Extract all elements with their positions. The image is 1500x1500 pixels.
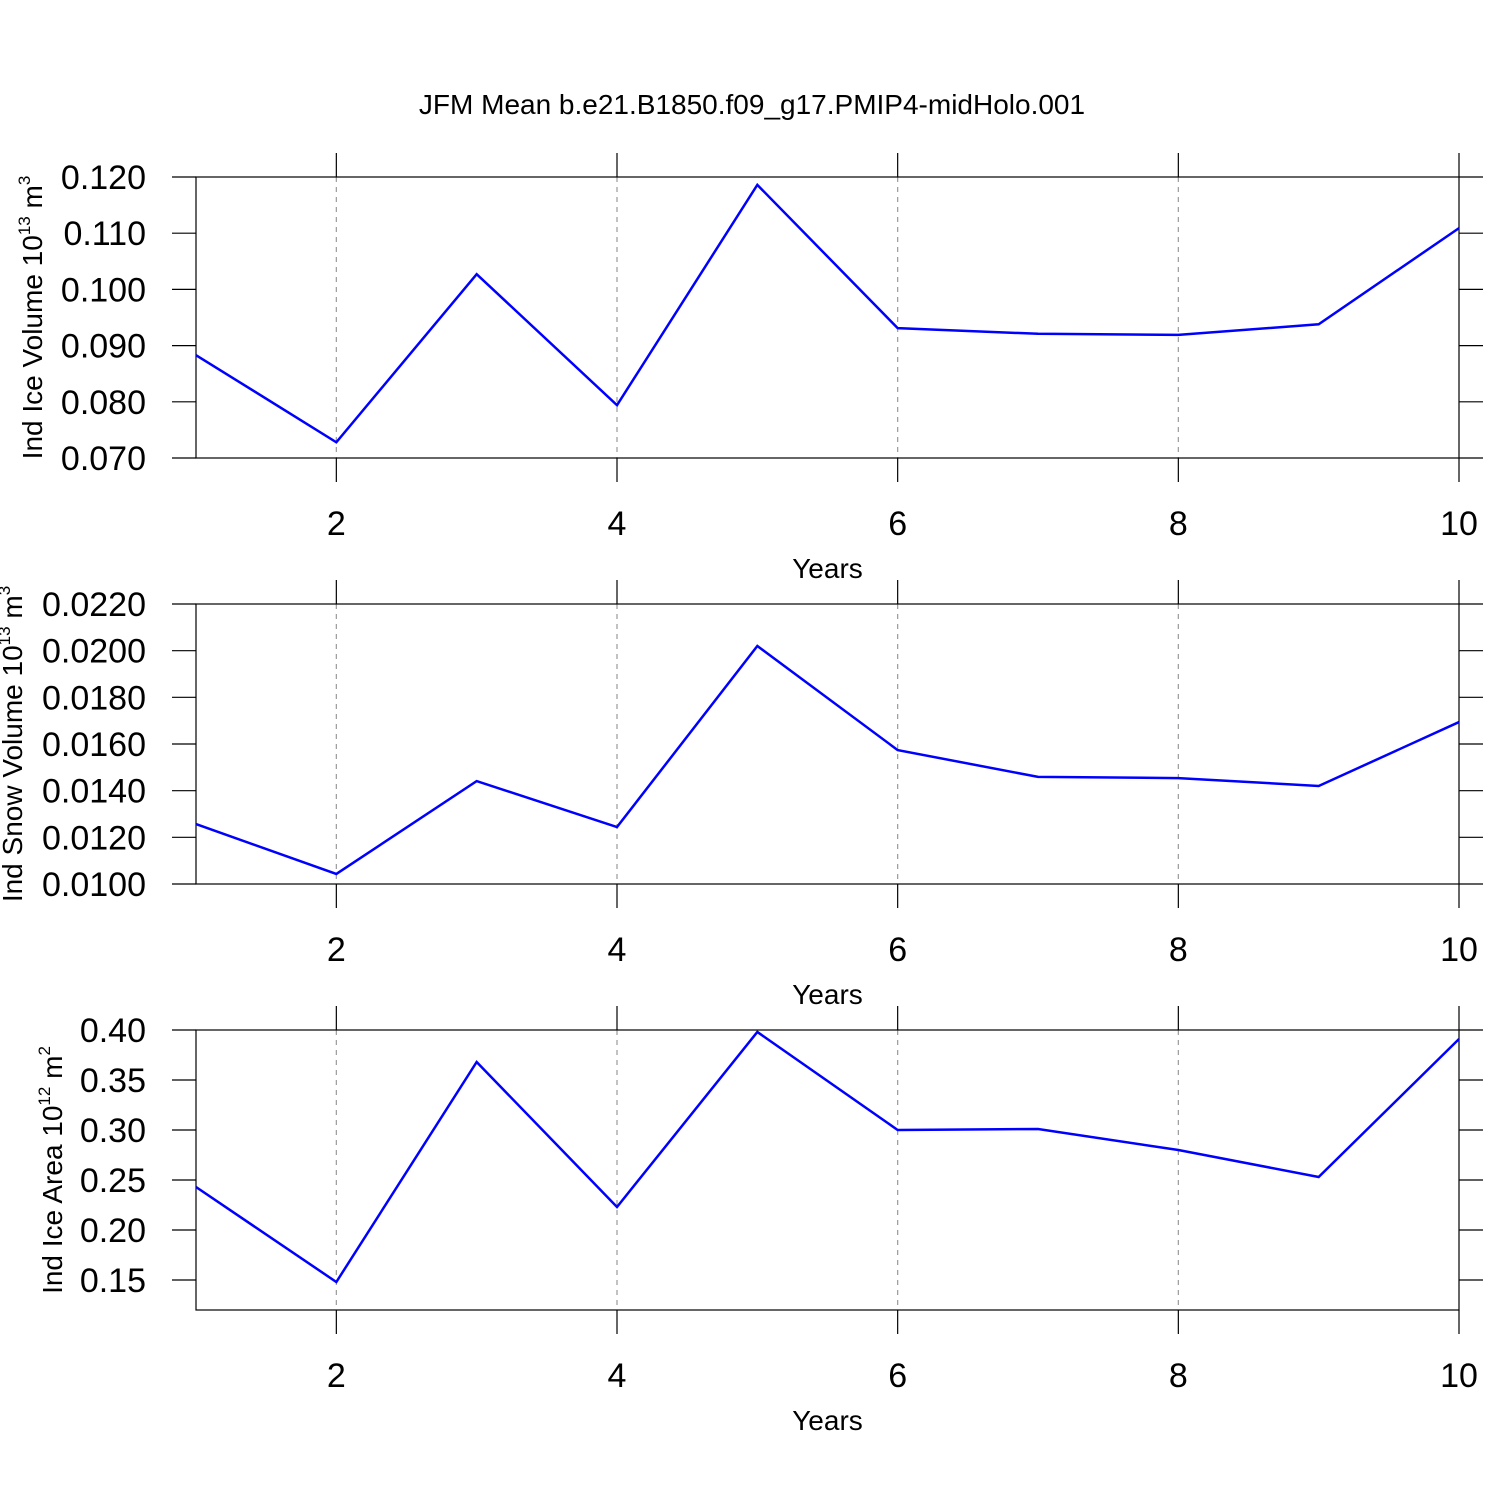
y-tick-label: 0.090 bbox=[61, 328, 146, 366]
y-tick-label: 0.40 bbox=[80, 1012, 146, 1050]
y-axis-label-exponent: 3 bbox=[15, 176, 34, 185]
y-axis-label-exponent: 3 bbox=[0, 586, 14, 595]
x-tick-label: 4 bbox=[608, 931, 627, 969]
x-tick-label: 4 bbox=[608, 1357, 627, 1395]
y-tick-label: 0.20 bbox=[80, 1212, 146, 1250]
y-tick-label: 0.0220 bbox=[42, 586, 146, 624]
x-tick-label: 2 bbox=[327, 931, 346, 969]
x-tick-label: 10 bbox=[1440, 931, 1478, 969]
plot-frame bbox=[195, 176, 1460, 459]
chart-title: JFM Mean b.e21.B1850.f09_g17.PMIP4-midHo… bbox=[419, 89, 1085, 120]
x-axis-label: Years bbox=[792, 979, 863, 1010]
y-axis-label: Ind Ice Volume 1013 m3 bbox=[15, 176, 48, 460]
x-tick-label: 6 bbox=[888, 931, 907, 969]
y-axis-label: Ind Snow Volume 1013 m3 bbox=[0, 586, 28, 902]
data-line bbox=[195, 1030, 1460, 1284]
y-tick-label: 0.30 bbox=[80, 1112, 146, 1150]
y-tick-label: 0.0120 bbox=[42, 819, 146, 857]
x-tick-label: 2 bbox=[327, 505, 346, 543]
y-tick-label: 0.0100 bbox=[42, 866, 146, 904]
y-axis-label-part: Ind Ice Area 10 bbox=[37, 1106, 68, 1294]
y-tick-label: 0.120 bbox=[61, 159, 146, 197]
y-axis-label-exponent: 12 bbox=[35, 1087, 54, 1106]
data-line bbox=[195, 644, 1460, 876]
y-tick-label: 0.070 bbox=[61, 440, 146, 478]
y-axis-label: Ind Ice Area 1012 m2 bbox=[35, 1046, 68, 1294]
y-tick-label: 0.35 bbox=[80, 1062, 146, 1100]
y-tick-label: 0.0200 bbox=[42, 633, 146, 671]
x-axis-label: Years bbox=[792, 553, 863, 584]
y-axis-label-part: Ind Ice Volume 10 bbox=[17, 235, 48, 459]
y-axis-label-part: m bbox=[37, 1056, 68, 1087]
y-tick-label: 0.25 bbox=[80, 1162, 146, 1200]
x-tick-label: 2 bbox=[327, 1357, 346, 1395]
y-tick-label: 0.15 bbox=[80, 1262, 146, 1300]
y-axis-label-exponent: 13 bbox=[0, 626, 14, 645]
y-tick-label: 0.080 bbox=[61, 384, 146, 422]
y-tick-label: 0.0160 bbox=[42, 726, 146, 764]
x-tick-label: 6 bbox=[888, 505, 907, 543]
x-tick-label: 10 bbox=[1440, 505, 1478, 543]
x-tick-label: 6 bbox=[888, 1357, 907, 1395]
x-tick-label: 8 bbox=[1169, 931, 1188, 969]
y-axis-label-part: m bbox=[17, 185, 48, 216]
y-axis-label-exponent: 13 bbox=[15, 216, 34, 235]
x-tick-label: 4 bbox=[608, 505, 627, 543]
plot-frame bbox=[195, 603, 1460, 885]
y-tick-label: 0.0180 bbox=[42, 679, 146, 717]
x-tick-label: 8 bbox=[1169, 1357, 1188, 1395]
data-line bbox=[195, 182, 1460, 444]
x-axis-label: Years bbox=[792, 1405, 863, 1436]
y-axis-label-exponent: 2 bbox=[35, 1046, 54, 1055]
y-tick-label: 0.100 bbox=[61, 271, 146, 309]
y-axis-label-part: Ind Snow Volume 10 bbox=[0, 645, 28, 902]
y-tick-label: 0.0140 bbox=[42, 773, 146, 811]
y-axis-label-part: m bbox=[0, 595, 28, 626]
plot-frame bbox=[195, 1029, 1460, 1311]
x-tick-label: 10 bbox=[1440, 1357, 1478, 1395]
y-tick-label: 0.110 bbox=[63, 215, 146, 253]
x-tick-label: 8 bbox=[1169, 505, 1188, 543]
